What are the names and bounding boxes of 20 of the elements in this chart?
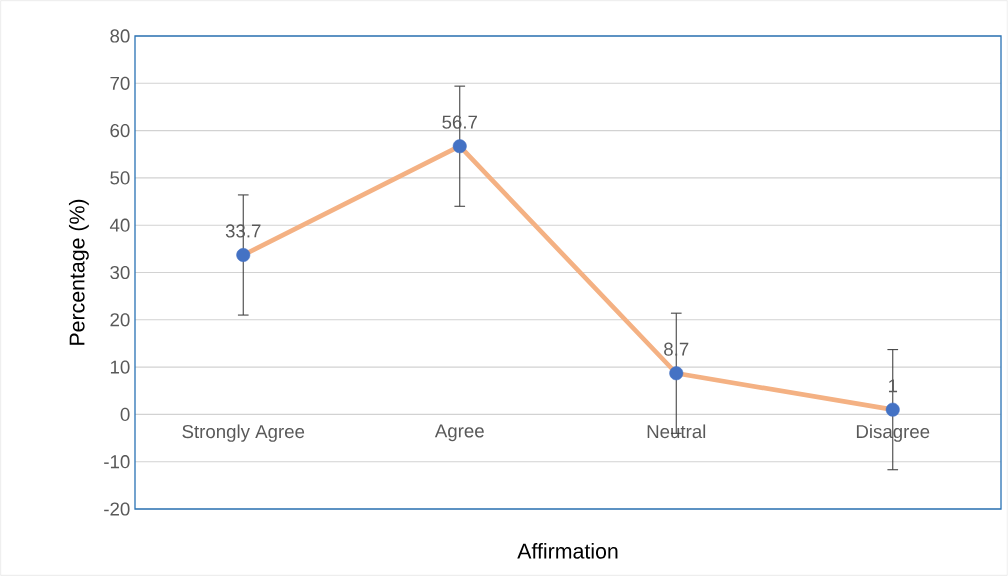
x-tick-label: Strongly Agree — [182, 424, 305, 442]
x-tick-label: Agree — [434, 424, 484, 442]
y-tick-label: -10 — [104, 455, 130, 469]
y-tick-label: -20 — [104, 502, 130, 516]
point — [885, 402, 900, 417]
x-tick-label: Neutral — [647, 424, 706, 439]
y-tick-label: 30 — [110, 265, 130, 280]
y-tick-label: 70 — [110, 76, 130, 90]
y-tick-label: 10 — [110, 360, 130, 374]
point — [452, 139, 467, 154]
y-axis-title: Percentage (%) — [68, 199, 89, 345]
y-tick-label: 0 — [120, 407, 130, 422]
y-tick-label: 80 — [110, 29, 130, 43]
y-tick-label: 20 — [110, 313, 130, 327]
point — [236, 248, 251, 262]
x-axis-title: Affirmation — [517, 543, 618, 559]
point — [669, 366, 684, 381]
y-tick-label: 40 — [109, 218, 130, 232]
y-tick-label: 50 — [110, 171, 130, 185]
y-tick-label: 60 — [110, 123, 130, 138]
